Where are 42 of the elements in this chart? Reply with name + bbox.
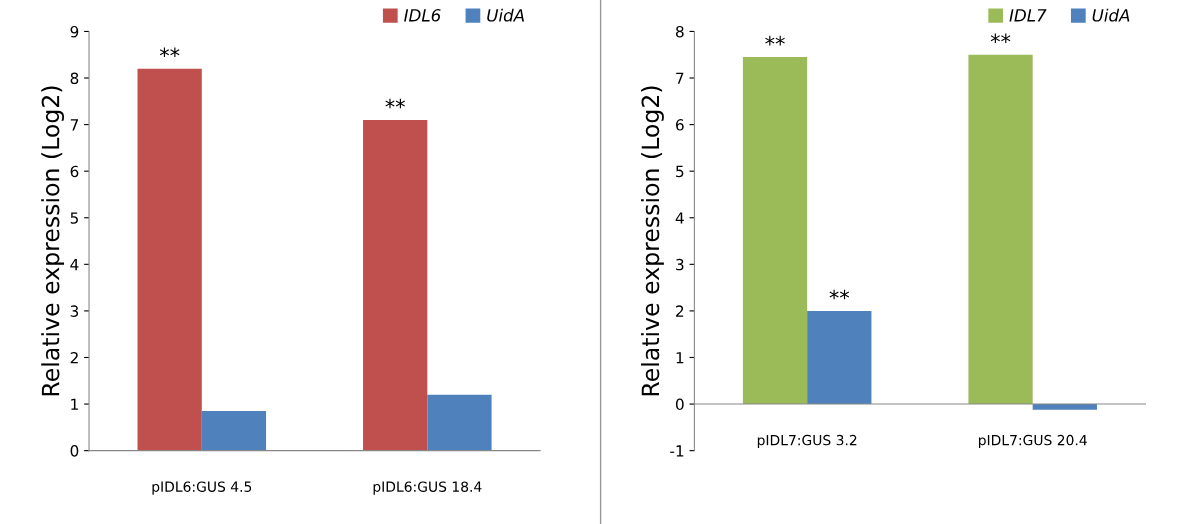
x-tick-label: pIDL7:GUS 3.2 — [757, 434, 857, 449]
y-tick-label: 2 — [70, 351, 78, 364]
bar — [137, 68, 202, 451]
y-tick-label: 0 — [70, 445, 79, 457]
bar — [968, 54, 1033, 405]
y-tick-label: 2 — [676, 305, 684, 317]
y-tick-label: 4 — [70, 258, 79, 271]
y-tick-label: 4 — [675, 212, 684, 224]
legend-label: UidA — [487, 8, 524, 22]
annotation: ** — [990, 33, 1011, 44]
y-tick-label: -1 — [670, 445, 684, 457]
y-tick-label: 1 — [71, 398, 78, 410]
legend-label: IDL7 — [1009, 9, 1047, 22]
y-tick-label: 1 — [676, 352, 684, 364]
y-tick-label: 8 — [675, 25, 684, 38]
y-tick-label: 6 — [70, 165, 79, 178]
y-tick-label: 8 — [70, 72, 79, 85]
y-tick-label: 5 — [70, 212, 78, 224]
annotation: ** — [765, 35, 785, 46]
bar — [427, 394, 492, 451]
y-tick-label: 3 — [70, 305, 79, 317]
y-tick-label: 9 — [70, 25, 79, 38]
bar — [363, 119, 428, 451]
x-tick-label: pIDL7:GUS 20.4 — [978, 434, 1087, 449]
legend-label: IDL6 — [404, 9, 441, 22]
y-axis-title: Relative expression (Log2) — [641, 86, 664, 396]
y-tick-label: 6 — [676, 119, 684, 131]
bar — [807, 310, 872, 405]
legend-label: UidA — [1092, 8, 1130, 22]
y-tick-label: 0 — [675, 398, 684, 411]
annotation: ** — [159, 47, 180, 58]
x-tick-label: pIDL6:GUS 4.5 — [152, 481, 252, 495]
bar — [201, 411, 267, 451]
y-tick-label: 7 — [676, 72, 684, 84]
y-tick-label: 3 — [676, 258, 684, 271]
x-tick-label: pIDL6:GUS 18.4 — [373, 481, 482, 495]
y-axis-title: Relative expression (Log2) — [41, 86, 65, 396]
y-tick-label: 5 — [676, 165, 684, 178]
bar — [742, 57, 808, 405]
y-tick-label: 7 — [70, 119, 78, 131]
annotation: ** — [829, 289, 850, 300]
annotation: ** — [385, 98, 405, 109]
